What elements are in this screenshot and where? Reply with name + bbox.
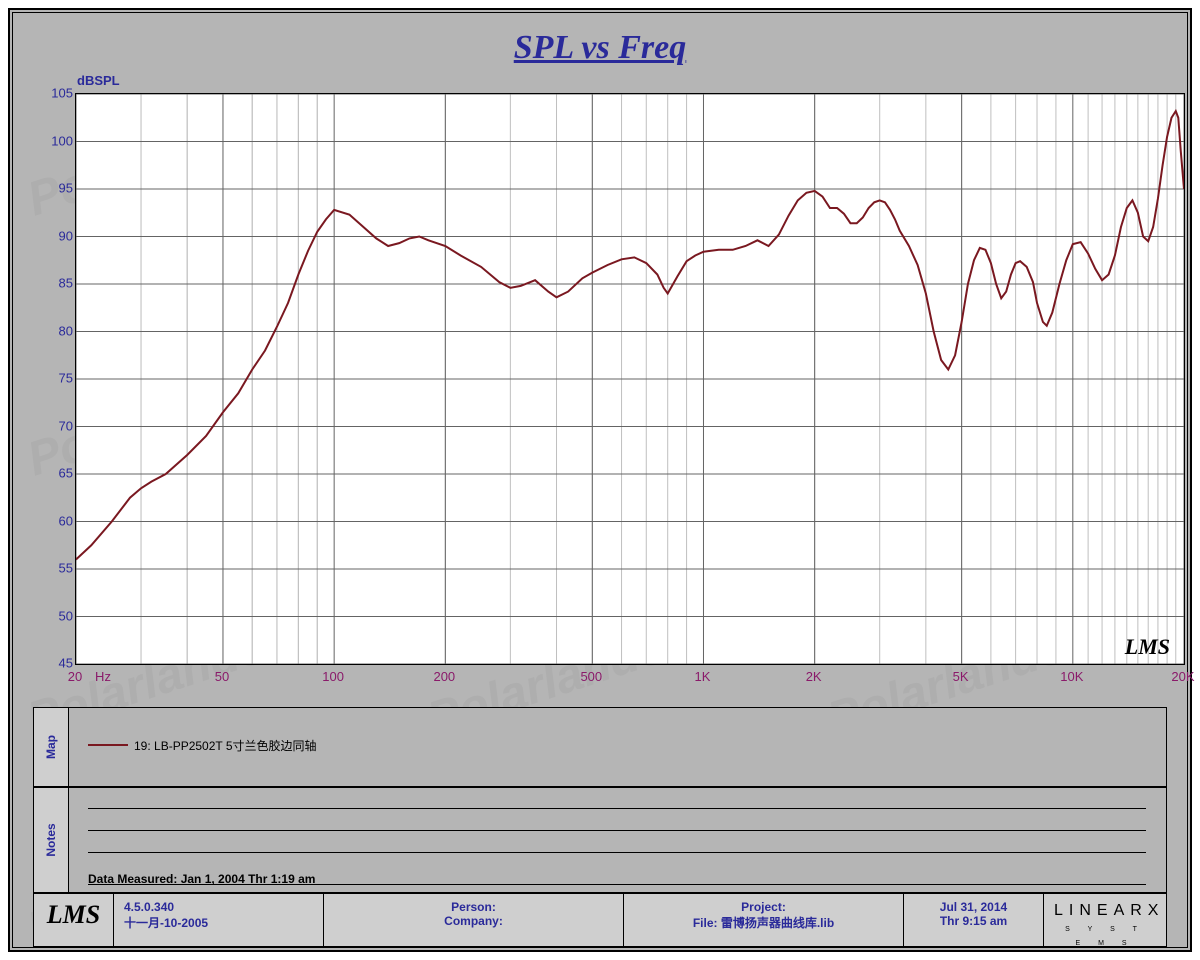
x-tick-label: 1K — [695, 669, 711, 684]
y-tick-label: 60 — [59, 513, 73, 528]
y-axis-unit: dBSPL — [77, 73, 120, 88]
x-tick-label: 2K — [806, 669, 822, 684]
y-tick-label: 85 — [59, 276, 73, 291]
lms-logo: LMS — [47, 900, 100, 929]
y-tick-label: 80 — [59, 323, 73, 338]
chart-title: SPL vs Freq — [13, 29, 1187, 67]
linearx-logo: LINEARX — [1054, 902, 1158, 919]
project-label: Project: — [634, 900, 893, 914]
note-rule — [88, 830, 1146, 831]
company-label: Company: — [334, 914, 613, 928]
y-tick-label: 50 — [59, 608, 73, 623]
footer-time: Thr 9:15 am — [914, 914, 1033, 928]
legend-tab: Map — [34, 708, 69, 786]
legend-item-label: 19: LB-PP2502T 5寸兰色胶边同轴 — [134, 737, 317, 754]
y-tick-label: 95 — [59, 181, 73, 196]
y-tick-label: 70 — [59, 418, 73, 433]
legend-box: Map 19: LB-PP2502T 5寸兰色胶边同轴 — [33, 707, 1167, 787]
y-tick-label: 65 — [59, 466, 73, 481]
footer-bar: LMS 4.5.0.340 十一月-10-2005 Person: Compan… — [33, 893, 1167, 947]
svg-text:LMS: LMS — [1124, 634, 1170, 659]
x-tick-label: 20 — [68, 669, 82, 684]
linearx-sublabel: S Y S T E M S — [1065, 926, 1145, 947]
x-tick-label: 10K — [1060, 669, 1083, 684]
footer-date: Jul 31, 2014 — [914, 900, 1033, 914]
notes-tab-label: Notes — [44, 823, 58, 856]
person-label: Person: — [334, 900, 613, 914]
x-tick-label: 100 — [322, 669, 344, 684]
note-rule — [88, 852, 1146, 853]
inner-frame: SPL vs Freq Polarlander Polarlander Pola… — [12, 12, 1188, 948]
y-tick-label: 90 — [59, 228, 73, 243]
spl-chart: LMS — [75, 93, 1185, 665]
x-tick-label: 50 — [215, 669, 229, 684]
x-tick-label: 500 — [580, 669, 602, 684]
legend-tab-label: Map — [44, 735, 58, 759]
build-date-label: 十一月-10-2005 — [124, 914, 313, 931]
legend-swatch — [88, 744, 128, 746]
note-rule — [88, 808, 1146, 809]
y-tick-label: 105 — [51, 86, 73, 101]
version-label: 4.5.0.340 — [124, 900, 313, 914]
x-tick-label: 5K — [953, 669, 969, 684]
notes-tab: Notes — [34, 788, 69, 892]
y-tick-label: 75 — [59, 371, 73, 386]
y-tick-label: 100 — [51, 133, 73, 148]
page-root: SPL vs Freq Polarlander Polarlander Pola… — [0, 0, 1200, 960]
notes-box: Notes Data Measured: Jan 1, 2004 Thr 1:1… — [33, 787, 1167, 893]
x-tick-label: 20K — [1171, 669, 1194, 684]
file-label: File: 雷博扬声器曲线库.lib — [634, 914, 893, 931]
x-axis-unit: Hz — [95, 669, 111, 684]
data-measured-label: Data Measured: Jan 1, 2004 Thr 1:19 am — [88, 872, 315, 886]
y-tick-label: 55 — [59, 561, 73, 576]
x-tick-label: 200 — [433, 669, 455, 684]
